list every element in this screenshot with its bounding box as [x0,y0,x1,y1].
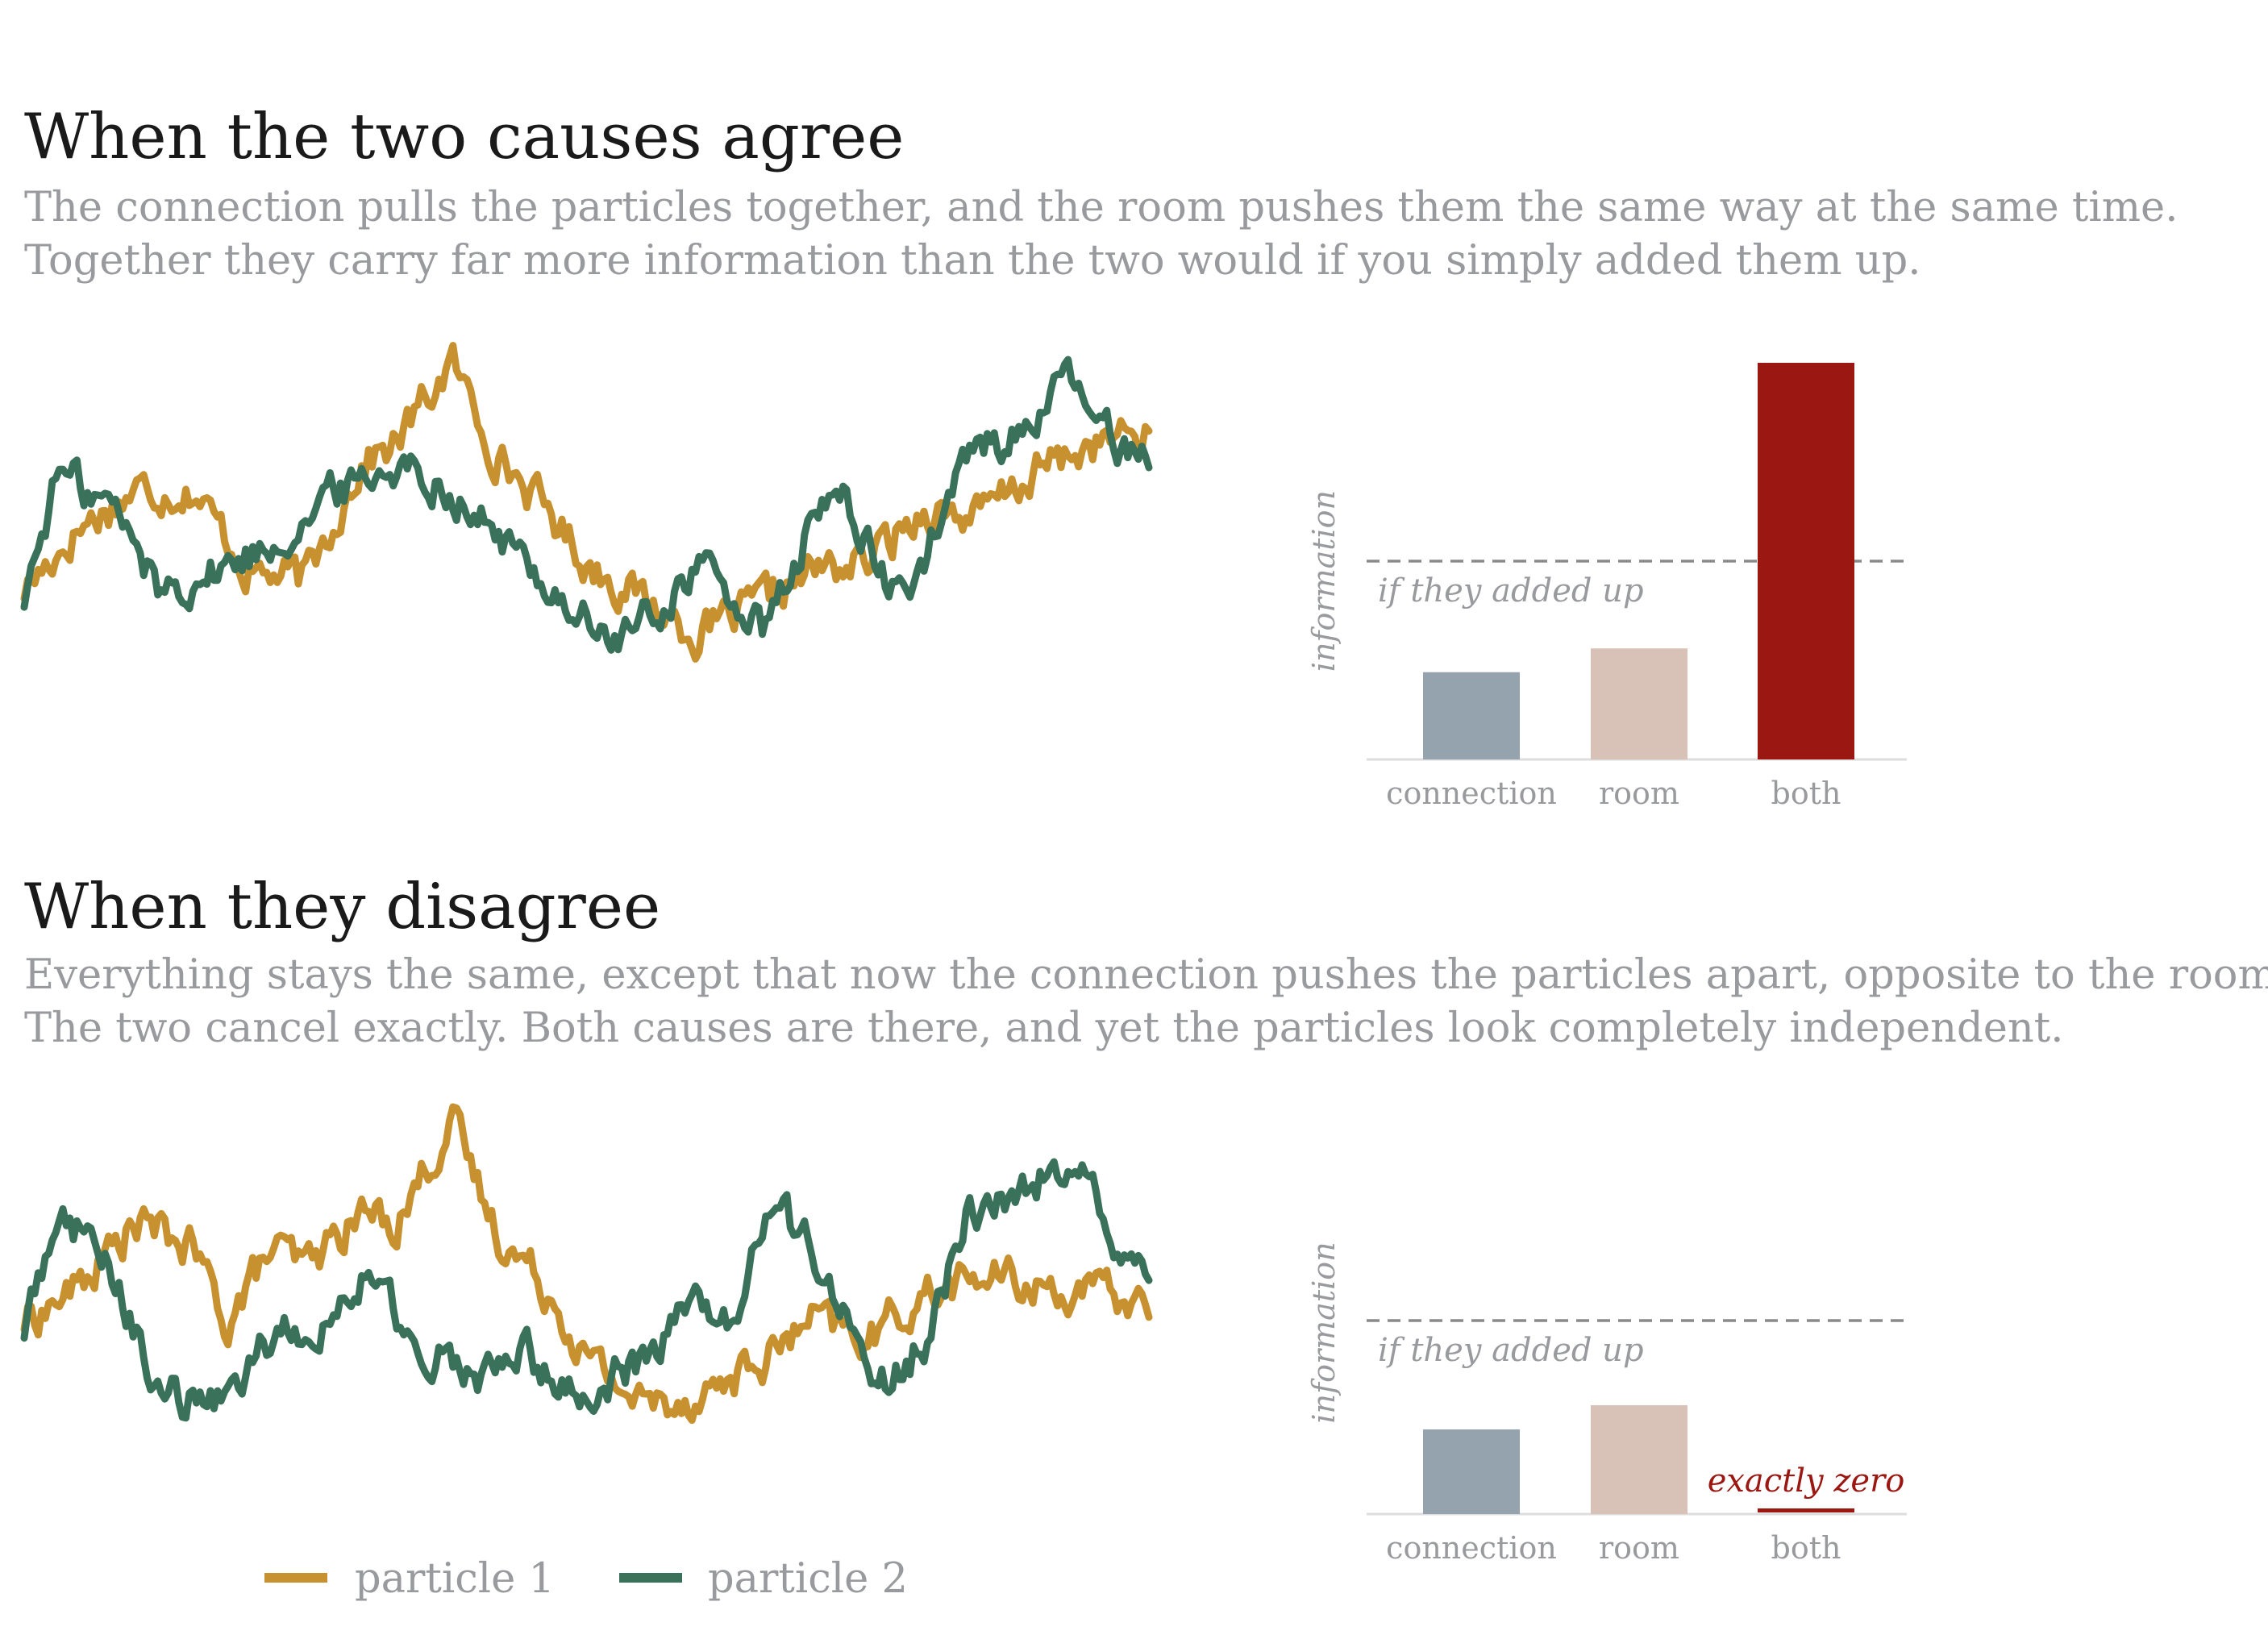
annotation-exactly-zero: exactly zero [1708,1462,1905,1500]
series-line-particle-1 [20,1103,1153,1425]
panel-1-title: When the two causes agree [24,101,905,173]
bar-room [1591,1405,1687,1514]
reference-label: if they added up [1378,572,1644,609]
series-line-particle-1 [20,342,1153,663]
series-line-particle-2 [20,356,1153,654]
legend-label-particle-1: particle 1 [355,1555,555,1603]
line-chart-2 [20,1103,1153,1425]
legend: particle 1 particle 2 [264,1555,908,1603]
reference-label: if they added up [1378,1332,1644,1369]
bar-both [1758,363,1854,759]
line-chart-1 [20,342,1153,663]
series-line-particle-2 [20,1158,1153,1422]
panel-1-subtitle-line-2: Together they carry far more information… [24,237,1921,285]
panel-2-title: When they disagree [24,871,661,943]
bar-chart-2: if they added up connection room both exactl… [1306,1242,1907,1566]
panel-2-subtitle-line-2: The two cancel exactly. Both causes are … [24,1005,2064,1052]
bar-room [1591,648,1687,759]
panel-2-subtitle-line-1: Everything stays the same, except that n… [24,951,2268,999]
legend-label-particle-2: particle 2 [708,1555,908,1603]
tick-label-both: both [1771,776,1841,811]
y-axis-label: information [1306,1242,1342,1423]
panel-1-subtitle-line-1: The connection pulls the particles toget… [24,184,2179,231]
bar-connection [1423,672,1520,759]
y-axis-label: information [1306,490,1342,672]
tick-label-both: both [1771,1530,1841,1566]
tick-label-connection: connection [1386,1530,1557,1566]
bar-chart-1: if they added up connection room both inform… [1306,363,1907,811]
tick-label-room: room [1599,1530,1679,1566]
tick-label-room: room [1599,776,1679,811]
bar-both [1758,1508,1854,1512]
bar-connection [1423,1429,1520,1514]
tick-label-connection: connection [1386,776,1557,811]
